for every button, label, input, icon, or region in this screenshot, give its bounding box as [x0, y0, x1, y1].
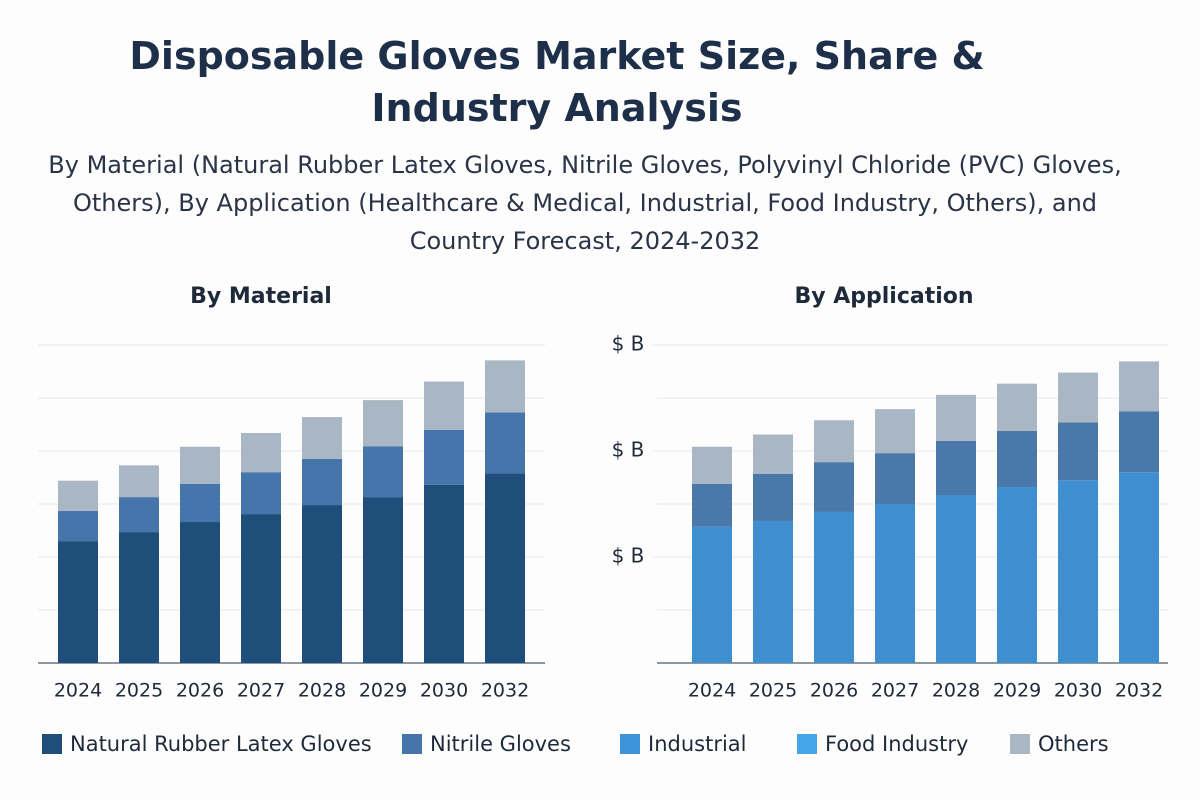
legend-swatch [402, 734, 422, 754]
bar-segment [936, 440, 976, 495]
bar-segment [180, 446, 220, 484]
x-tick-label: 2025 [749, 680, 797, 702]
legend-swatch [797, 734, 817, 754]
bar-segment [424, 381, 464, 430]
bar-segment [241, 472, 281, 515]
bar-segment [875, 409, 915, 454]
x-tick-label: 2026 [810, 680, 858, 702]
legend-swatch [42, 734, 62, 754]
x-tick-label: 2028 [932, 680, 980, 702]
bar-segment [753, 520, 793, 663]
page-subtitle: By Material (Natural Rubber Latex Gloves… [48, 151, 1122, 255]
bar-segment [692, 483, 732, 527]
x-tick-label: 2024 [54, 680, 102, 702]
x-tick-label: 2025 [115, 680, 163, 702]
legend-swatch [1010, 734, 1030, 754]
legend-label: Food Industry [825, 732, 968, 756]
bar-segment [997, 383, 1037, 431]
bar-segment [692, 446, 732, 484]
bar-segment [936, 394, 976, 441]
bar-segment [302, 417, 342, 459]
bar-segment [753, 473, 793, 521]
bar-segment [1058, 372, 1098, 423]
bar-segment [485, 473, 525, 663]
y-tick-label: $ B [612, 544, 645, 568]
bar-segment [997, 487, 1037, 663]
bar-segment [302, 505, 342, 663]
bar-segment [485, 360, 525, 413]
bar-segment [241, 432, 281, 473]
legend-label: Others [1038, 732, 1109, 756]
chart-title: By Application [794, 284, 973, 309]
x-tick-label: 2024 [688, 680, 736, 702]
y-tick-label: $ B [612, 332, 645, 356]
legend-label: Industrial [648, 732, 747, 756]
bar-segment [119, 465, 159, 498]
bar-segment [58, 480, 98, 511]
bar-segment [1058, 422, 1098, 481]
x-tick-label: 2026 [176, 680, 224, 702]
bar-segment [1119, 361, 1159, 412]
bar-segment [424, 429, 464, 485]
bar-segment [692, 526, 732, 663]
bar-segment [363, 497, 403, 663]
bar-segment [424, 484, 464, 663]
bar-segment [814, 462, 854, 512]
bar-segment [119, 497, 159, 533]
chart-title: By Material [190, 284, 332, 309]
legend-swatch [620, 734, 640, 754]
bar-segment [1119, 411, 1159, 473]
x-tick-label: 2032 [481, 680, 529, 702]
bar-segment [485, 412, 525, 474]
bar-segment [180, 483, 220, 523]
bar-segment [814, 420, 854, 463]
bar-segment [58, 510, 98, 542]
bar-segment [1119, 472, 1159, 663]
x-tick-label: 2029 [359, 680, 407, 702]
bar-segment [875, 453, 915, 504]
bar-segment [363, 446, 403, 498]
bar-segment [753, 434, 793, 474]
legend-label: Natural Rubber Latex Gloves [70, 732, 372, 756]
x-tick-label: 2027 [237, 680, 285, 702]
legend-label: Nitrile Gloves [430, 732, 571, 756]
bar-segment [58, 541, 98, 663]
x-tick-label: 2028 [298, 680, 346, 702]
page-title: Disposable Gloves Market Size, Share & I… [129, 34, 985, 130]
bar-segment [875, 504, 915, 663]
bar-segment [119, 532, 159, 663]
bar-segment [241, 514, 281, 663]
x-tick-label: 2029 [993, 680, 1041, 702]
y-tick-label: $ B [612, 438, 645, 462]
bar-segment [363, 400, 403, 447]
x-tick-label: 2030 [420, 680, 468, 702]
bar-segment [936, 494, 976, 663]
x-tick-label: 2032 [1115, 680, 1163, 702]
bar-segment [302, 458, 342, 506]
x-tick-label: 2030 [1054, 680, 1102, 702]
bar-segment [1058, 480, 1098, 663]
bar-segment [180, 522, 220, 663]
bar-segment [997, 430, 1037, 488]
x-tick-label: 2027 [871, 680, 919, 702]
bar-segment [814, 511, 854, 663]
